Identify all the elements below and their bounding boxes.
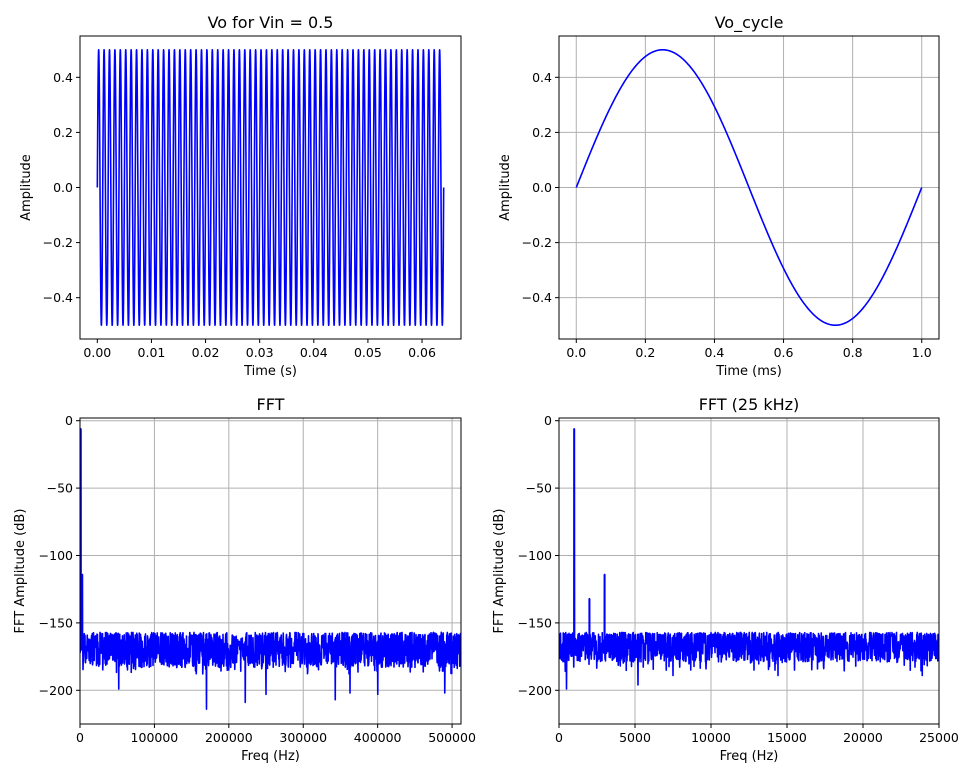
y-tick-label: −0.4 xyxy=(522,290,552,305)
x-tick-label: 0.2 xyxy=(635,345,655,360)
x-tick-label: 0.00 xyxy=(83,345,111,360)
x-tick-label: 0.0 xyxy=(566,345,586,360)
x-tick-label: 20000 xyxy=(843,730,883,745)
chart-title: Vo_cycle xyxy=(715,13,784,33)
y-tick-label: −0.2 xyxy=(43,235,73,250)
subplot-vo-cycle: 0.0 0.2 0.4 0.6 0.8 1.0 0.4 0.2 0.0 −0.2 −0.4 Vo_cy… xyxy=(498,13,940,379)
x-tick-label: 10000 xyxy=(691,730,731,745)
x-tick-label: 0.03 xyxy=(246,345,274,360)
chart-title: Vo for Vin = 0.5 xyxy=(208,13,334,32)
x-tick-label: 0.04 xyxy=(300,345,328,360)
axes-frame xyxy=(79,417,462,725)
x-tick-label: 5000 xyxy=(619,730,651,745)
y-tick-label: −150 xyxy=(39,615,73,630)
y-tick-label: −0.4 xyxy=(43,290,73,305)
x-tick-label: 0 xyxy=(555,730,563,745)
y-tick-label: −0.2 xyxy=(522,235,552,250)
x-tick-label: 200000 xyxy=(205,730,253,745)
x-tick-label: 0.05 xyxy=(354,345,382,360)
x-tick-label: 25000 xyxy=(919,730,959,745)
chart-title: FFT (25 kHz) xyxy=(699,395,800,414)
y-tick-label: 0.0 xyxy=(53,180,73,195)
x-tick-label: 0.06 xyxy=(408,345,436,360)
x-tick-label: 0 xyxy=(76,730,84,745)
y-tick-label: −200 xyxy=(39,683,73,698)
x-tick-label: 0.01 xyxy=(138,345,166,360)
y-tick-label: −150 xyxy=(518,615,552,630)
chart-title: FFT xyxy=(257,395,285,414)
series-line xyxy=(559,427,939,690)
x-tick-label: 0.6 xyxy=(774,345,794,360)
y-tick-label: −100 xyxy=(518,548,552,563)
y-axis-label: FFT Amplitude (dB) xyxy=(13,509,28,634)
x-tick-label: 0.8 xyxy=(843,345,863,360)
series-line xyxy=(80,427,461,710)
x-tick-label: 0.02 xyxy=(192,345,220,360)
y-tick-label: 0 xyxy=(65,413,73,428)
y-axis-label: Amplitude xyxy=(498,154,513,221)
y-axis-label: FFT Amplitude (dB) xyxy=(492,509,507,634)
subplot-fft-25k: 0 5000 10000 15000 20000 25000 0 −50 −100 −150 −20… xyxy=(492,395,959,764)
subplot-vo: 0.00 0.01 0.02 0.03 0.04 0.05 0.06 0.4 0.2 0.0 −0.… xyxy=(19,13,462,379)
axes-frame xyxy=(558,417,940,725)
y-axis-label: Amplitude xyxy=(19,154,34,221)
x-tick-label: 0.4 xyxy=(705,345,725,360)
y-tick-label: −100 xyxy=(39,548,73,563)
x-tick-label: 400000 xyxy=(354,730,402,745)
y-tick-label: 0.2 xyxy=(532,125,552,140)
x-tick-label: 100000 xyxy=(131,730,179,745)
y-tick-label: 0.2 xyxy=(53,125,73,140)
y-tick-label: −200 xyxy=(518,683,552,698)
series-line xyxy=(575,48,923,327)
x-axis-label: Freq (Hz) xyxy=(241,749,300,764)
x-axis-label: Freq (Hz) xyxy=(720,749,779,764)
y-tick-label: 0.4 xyxy=(532,70,552,85)
y-tick-label: 0.4 xyxy=(53,70,73,85)
x-tick-label: 300000 xyxy=(279,730,327,745)
subplot-fft: 0 100000 200000 300000 400000 500000 0 −50 −100 −… xyxy=(13,395,476,764)
x-tick-label: 15000 xyxy=(767,730,807,745)
x-axis-label: Time (ms) xyxy=(715,364,782,379)
series-line xyxy=(96,48,445,327)
y-tick-label: 0.0 xyxy=(532,180,552,195)
y-tick-label: 0 xyxy=(544,413,552,428)
y-tick-label: −50 xyxy=(526,481,552,496)
x-tick-label: 1.0 xyxy=(912,345,932,360)
y-tick-label: −50 xyxy=(47,481,73,496)
x-axis-label: Time (s) xyxy=(243,364,297,379)
x-tick-label: 500000 xyxy=(428,730,476,745)
